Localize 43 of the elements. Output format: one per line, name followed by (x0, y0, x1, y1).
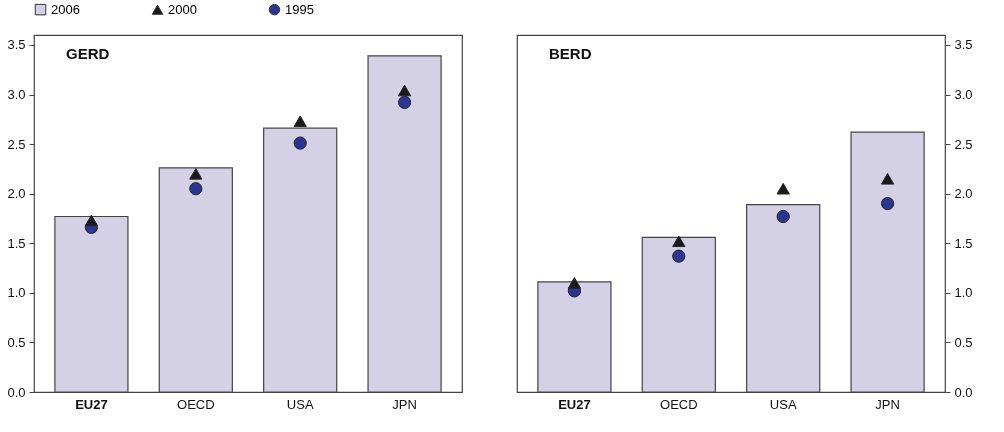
point (397, 95, 412, 110)
x-tick-label: EU27 (75, 396, 108, 412)
y-tick-label: 3.5 (7, 37, 26, 53)
legend-label: 2006 (51, 1, 80, 17)
point (189, 168, 203, 180)
y-tick-label: 3.0 (7, 87, 26, 102)
point (880, 196, 895, 211)
point (84, 214, 99, 227)
point (293, 136, 307, 150)
point (293, 115, 307, 128)
x-tick-label: JPN (392, 396, 417, 412)
x-tick-label: USA (286, 396, 314, 412)
point (672, 235, 686, 248)
point (880, 172, 895, 185)
y-tick-label: 0.0 (7, 384, 26, 400)
y2-tick-label: 3.0 (954, 87, 973, 102)
point (397, 84, 412, 97)
y2-tick-label: 0.0 (954, 384, 973, 400)
x-tick-label: JPN (875, 396, 900, 412)
x-tick-label: EU27 (558, 396, 591, 412)
x-tick-label: USA (769, 396, 797, 412)
y2-tick-label: 2.0 (954, 186, 973, 202)
y2-tick-label: 2.5 (954, 136, 973, 152)
legend-label: 1995 (285, 1, 314, 17)
point (189, 182, 203, 196)
y2-tick-label: 1.5 (954, 235, 973, 251)
y-tick-label: 1.0 (7, 285, 26, 301)
y-tick-label: 2.0 (7, 186, 26, 202)
point (776, 209, 790, 224)
text: BERD (549, 45, 592, 62)
x-tick-label: OECD (177, 396, 215, 412)
x-tick-label: OECD (660, 396, 698, 412)
text: GERD (66, 45, 110, 62)
legend-label: 2000 (168, 1, 197, 17)
point (567, 277, 582, 289)
point (776, 182, 790, 195)
y-tick-label: 0.5 (7, 334, 26, 350)
y-tick-label: 2.5 (7, 136, 26, 152)
y-tick-label: 1.5 (7, 235, 26, 251)
y2-tick-label: 3.5 (954, 37, 973, 53)
point (672, 249, 686, 263)
y2-tick-label: 1.0 (954, 285, 973, 301)
y2-tick-label: 0.5 (954, 334, 973, 350)
